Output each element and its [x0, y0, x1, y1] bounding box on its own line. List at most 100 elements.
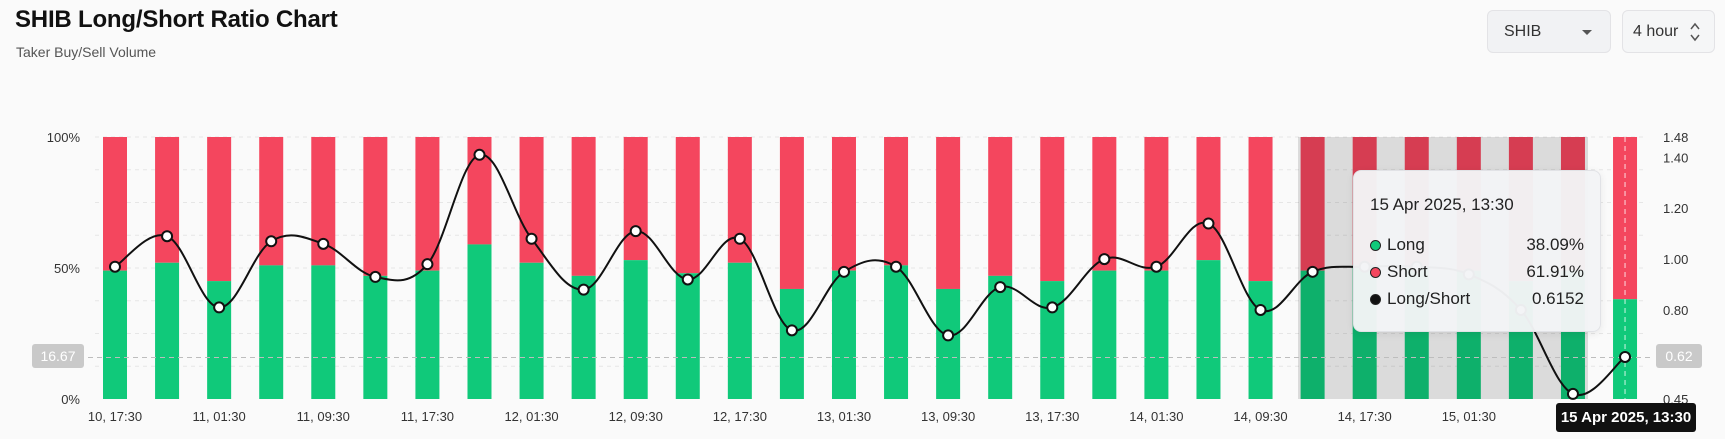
ratio-point [317, 237, 330, 250]
ratio-point [525, 232, 538, 245]
y-right-tick-label: 0.80 [1663, 303, 1688, 318]
long-bar [727, 262, 752, 399]
long-bar [155, 262, 180, 399]
ratio-point [733, 232, 746, 245]
short-bar [1248, 137, 1273, 282]
ratio-point [1202, 217, 1215, 230]
long-bar [779, 288, 804, 399]
long-bar [1300, 270, 1325, 399]
long-bar [1040, 281, 1065, 399]
tooltip-label: Short [1387, 262, 1428, 281]
ratio-point [577, 283, 590, 296]
symbol-select-value: SHIB [1504, 22, 1542, 40]
y-left-tick-label: 100% [47, 130, 81, 145]
tooltip-label: Long [1387, 235, 1425, 254]
long-bar [831, 270, 856, 399]
ratio-point [837, 265, 850, 278]
y-right-tick-label: 1.20 [1663, 201, 1688, 216]
long-bar [363, 275, 388, 399]
x-tick-label: 11, 17:30 [401, 409, 454, 424]
ratio-point [369, 270, 382, 283]
x-tick-label: 12, 01:30 [504, 409, 558, 424]
x-tick-label: 14, 17:30 [1338, 409, 1392, 424]
short-bar [988, 137, 1013, 276]
short-dot-icon [1370, 266, 1381, 278]
short-bar [675, 137, 700, 274]
interval-select[interactable]: 4 hour [1622, 10, 1715, 53]
short-bar [571, 137, 596, 276]
x-tick-label: 13, 17:30 [1025, 409, 1079, 424]
ratio-point [1098, 253, 1111, 266]
ratio-point [785, 324, 798, 337]
x-tick-label: 12, 09:30 [609, 409, 663, 424]
long-bar [1196, 260, 1221, 399]
ratio-point [1254, 303, 1267, 316]
ratio-point [421, 258, 434, 271]
tooltip-value: 38.09% [1526, 235, 1584, 254]
long-bar [259, 265, 284, 399]
long-bar [936, 288, 961, 399]
long-bar [415, 270, 440, 399]
y-right-tick-label: 1.00 [1663, 252, 1688, 267]
x-tick-label: 13, 09:30 [921, 409, 975, 424]
tooltip-row-ratio: Long/Short 0.6152 [1370, 288, 1584, 310]
ratio-point [994, 281, 1007, 294]
long-bar [1144, 270, 1169, 399]
chevron-down-icon [1582, 30, 1592, 35]
x-tick-label: 15, 01:30 [1442, 409, 1496, 424]
crosshair-y-right-label: 0.62 [1656, 344, 1702, 368]
x-tick-label: 12, 17:30 [713, 409, 767, 424]
ratio-dot-icon [1370, 293, 1381, 305]
long-dot-icon [1370, 239, 1381, 251]
long-bar [1248, 281, 1273, 399]
symbol-select[interactable]: SHIB [1487, 10, 1611, 53]
x-tick-label: 11, 01:30 [193, 409, 246, 424]
tooltip-label: Long/Short [1387, 289, 1471, 308]
page-title: SHIB Long/Short Ratio Chart [15, 6, 338, 33]
ratio-point [1046, 301, 1059, 314]
x-tick-label: 10, 17:30 [88, 409, 142, 424]
ratio-point [629, 225, 642, 238]
short-bar [831, 137, 856, 271]
ratio-point [265, 235, 278, 248]
x-tick-label: 14, 01:30 [1129, 409, 1183, 424]
tooltip-row-long: Long 38.09% [1370, 234, 1584, 256]
long-bar [571, 275, 596, 399]
interval-select-value: 4 hour [1633, 22, 1679, 40]
short-bar [623, 137, 648, 261]
short-bar [936, 137, 961, 289]
short-bar [1196, 137, 1221, 261]
ratio-point [473, 148, 486, 161]
y-right-tick-label: 1.48 [1663, 130, 1688, 145]
long-bar [467, 244, 492, 399]
ratio-point [213, 301, 226, 314]
chart-tooltip: 15 Apr 2025, 13:30 Long 38.09% Short 61.… [1353, 170, 1601, 332]
long-bar [884, 265, 909, 399]
long-bar [519, 262, 544, 399]
x-tick-label: 11, 09:30 [297, 409, 350, 424]
ratio-point [1306, 265, 1319, 278]
short-bar [103, 137, 127, 271]
long-bar [311, 265, 336, 399]
ratio-point [109, 260, 121, 273]
long-bar [1092, 270, 1117, 399]
long-bar [675, 273, 700, 399]
updown-chevron-icon [1690, 22, 1700, 42]
short-bar [884, 137, 909, 266]
ratio-point [1566, 387, 1579, 400]
long-bar [103, 270, 127, 399]
x-tick-label: 14, 09:30 [1233, 409, 1287, 424]
ratio-point [890, 260, 903, 273]
long-bar [207, 281, 232, 399]
tooltip-row-short: Short 61.91% [1370, 261, 1584, 283]
short-bar [207, 137, 232, 282]
ratio-point [1619, 350, 1632, 363]
y-left-tick-label: 50% [54, 261, 80, 276]
ratio-point [161, 230, 174, 243]
ratio-point [942, 329, 955, 342]
short-bar [1300, 137, 1325, 271]
short-bar [1144, 137, 1169, 271]
long-bar [623, 260, 648, 399]
short-bar [415, 137, 440, 271]
y-left-tick-label: 0% [61, 392, 80, 407]
